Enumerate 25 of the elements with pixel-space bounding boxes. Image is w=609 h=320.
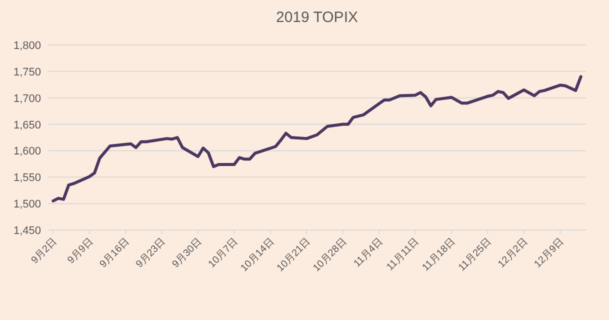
x-tick-label: 10月21日 — [275, 236, 313, 274]
y-tick-label: 1,800 — [13, 40, 41, 52]
x-tick-label: 10月14日 — [238, 236, 277, 274]
x-tick-label: 11月25日 — [456, 236, 494, 274]
x-tick-label: 9月16日 — [98, 236, 132, 270]
y-tick-label: 1,750 — [13, 66, 41, 78]
x-tick-label: 10月28日 — [311, 236, 349, 274]
x-tick-label: 9月9日 — [66, 236, 96, 266]
x-tick-label: 11月11日 — [384, 236, 422, 273]
x-tick-label: 11月18日 — [420, 236, 458, 274]
x-tick-label: 12月2日 — [496, 236, 530, 270]
y-tick-label: 1,500 — [13, 198, 41, 211]
x-tick-label: 9月2日 — [30, 236, 60, 266]
chart-title: 2019 TOPIX — [276, 9, 358, 26]
x-tick-label: 12月9日 — [532, 236, 566, 270]
line-series — [52, 75, 582, 202]
x-tick-label: 11月4日 — [352, 236, 386, 270]
y-tick-label: 1,450 — [13, 225, 41, 237]
y-tick-label: 1,550 — [13, 172, 41, 184]
x-tick-label: 9月30日 — [170, 236, 204, 270]
x-tick-label: 10月7日 — [206, 236, 240, 270]
y-tick-label: 1,650 — [13, 119, 41, 132]
y-tick-label: 1,600 — [13, 146, 41, 158]
y-tick-label: 1,700 — [13, 92, 41, 105]
x-tick-label: 9月23日 — [134, 236, 168, 270]
